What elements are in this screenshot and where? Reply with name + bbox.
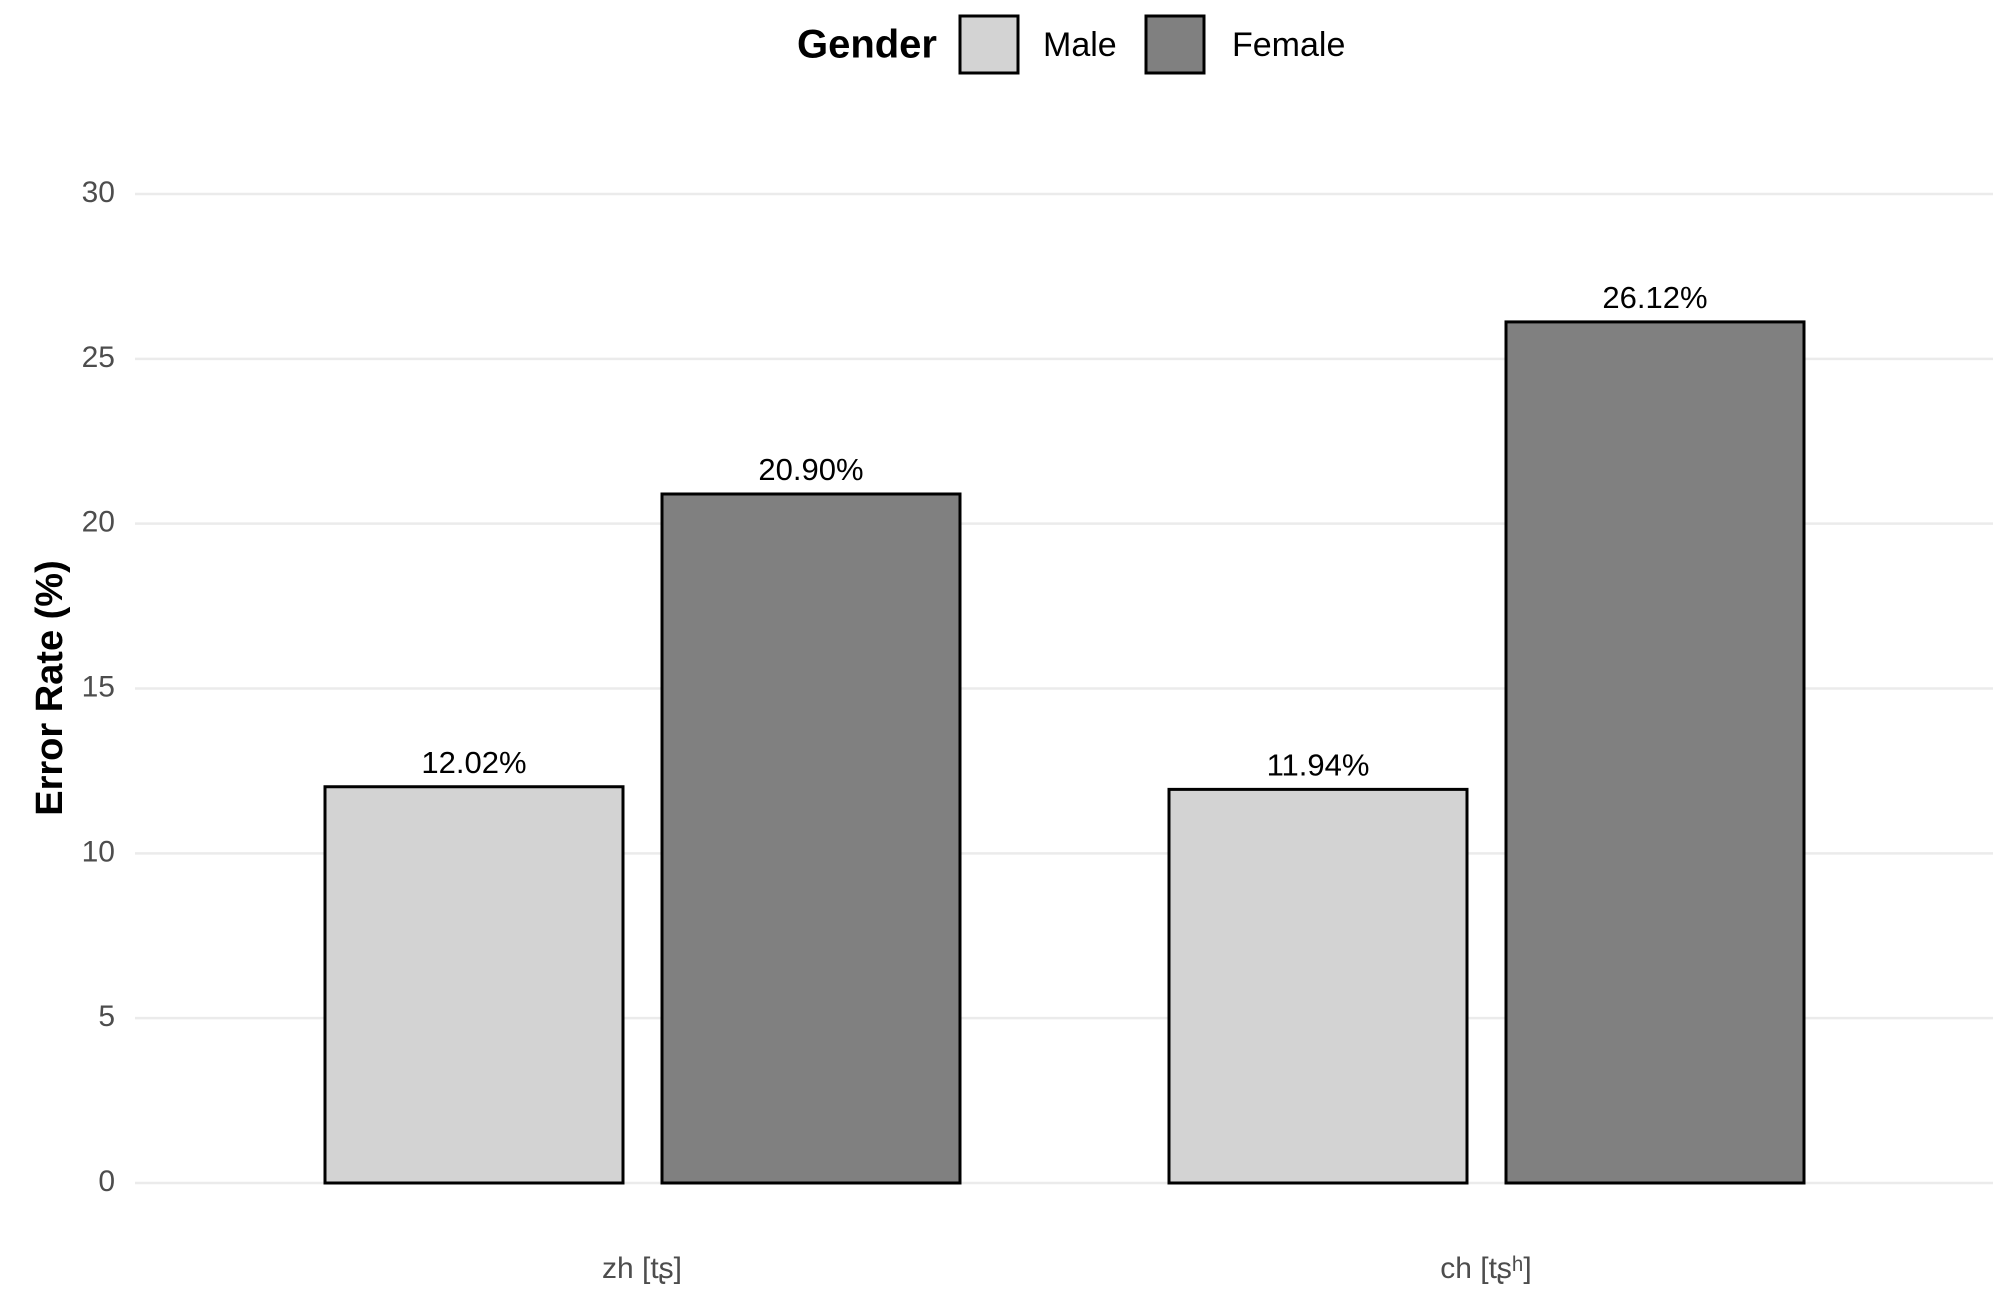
bar	[1167, 787, 1469, 1185]
legend-key	[1144, 14, 1206, 75]
value-label: 26.12%	[1602, 280, 1707, 315]
legend-title: Gender	[797, 23, 937, 67]
x-tick-label: ch [tʂʰ]	[1440, 1252, 1532, 1285]
bar	[323, 785, 625, 1185]
y-tick-label: 15	[82, 670, 115, 703]
y-tick-label: 25	[82, 341, 115, 374]
y-tick-label: 20	[82, 506, 115, 539]
y-tick-label: 30	[82, 176, 115, 209]
y-axis-title: Error Rate (%)	[29, 560, 71, 816]
y-tick-label: 5	[98, 1000, 115, 1033]
legend-key	[958, 14, 1020, 75]
y-tick-label: 0	[98, 1165, 115, 1198]
bar	[1504, 320, 1806, 1185]
value-label: 11.94%	[1267, 748, 1370, 783]
value-label: 20.90%	[758, 452, 863, 487]
y-tick-label: 10	[82, 835, 115, 868]
legend-label: Female	[1232, 26, 1345, 64]
legend-label: Male	[1043, 26, 1117, 64]
x-tick-label: zh [tʂ]	[602, 1252, 682, 1285]
bar	[660, 492, 962, 1185]
value-label: 12.02%	[421, 745, 526, 780]
